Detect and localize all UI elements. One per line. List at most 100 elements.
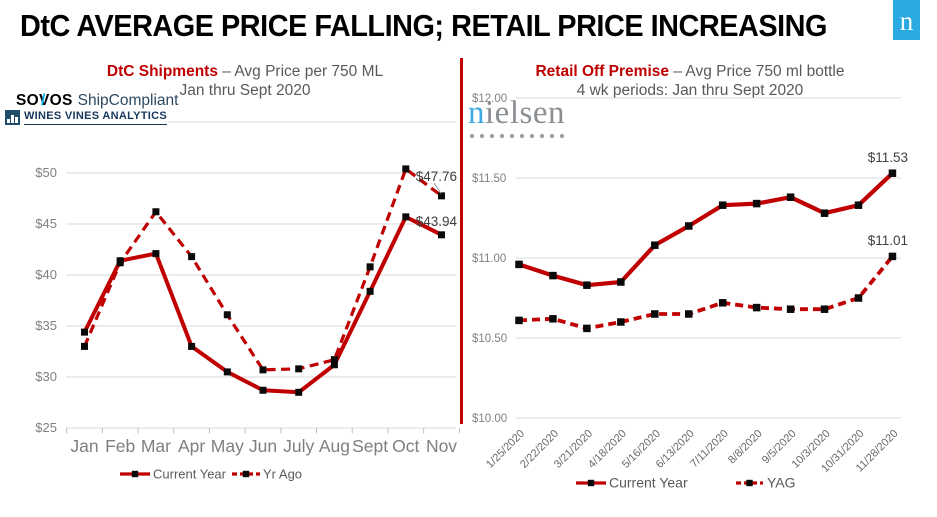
x-axis-label: Jun — [249, 436, 277, 456]
series-marker — [820, 209, 829, 217]
series-marker — [152, 250, 160, 258]
legend-label: Yr Ago — [263, 467, 302, 482]
series-line-current-year — [82, 214, 443, 395]
series-marker — [515, 260, 523, 269]
series-marker — [549, 271, 557, 280]
panel-divider — [460, 58, 463, 424]
series-marker — [330, 356, 338, 364]
sovos-shipcompliant-logo: SOVOSShipCompliant — [16, 92, 178, 110]
bar-chart-icon — [5, 110, 20, 125]
series-marker — [81, 342, 88, 350]
y-axis-label: $45 — [35, 216, 57, 231]
x-axis-label: Sept — [352, 436, 388, 456]
series-marker — [888, 169, 897, 177]
y-axis-label: $35 — [35, 318, 57, 333]
x-axis-label: Jan — [70, 436, 98, 456]
series-marker — [752, 303, 761, 312]
series-marker — [438, 192, 445, 200]
y-axis-label: $11.00 — [472, 253, 506, 265]
left-chart-header: DtC Shipments – Avg Price per 750 ML Jan… — [45, 62, 445, 100]
right-chart-subtitle: 4 wk periods: Jan thru Sept 2020 — [576, 82, 804, 99]
x-axis-label: May — [211, 436, 244, 456]
series-marker — [402, 213, 410, 221]
series-marker — [651, 241, 659, 249]
series-marker — [617, 278, 625, 286]
nielsen-dots-icon — [468, 134, 565, 138]
data-label-leader — [433, 182, 442, 194]
page-title: DtC AVERAGE PRICE FALLING; RETAIL PRICE … — [20, 8, 827, 43]
y-axis-label: $12.00 — [472, 93, 507, 105]
series-marker — [888, 252, 897, 261]
series-marker — [116, 257, 124, 265]
series-line-current-year — [518, 171, 894, 288]
y-axis-label: $30 — [35, 369, 57, 384]
data-label: $43.94 — [416, 214, 458, 229]
series-marker — [752, 199, 761, 208]
series-marker — [188, 342, 196, 350]
data-label: $47.76 — [416, 169, 457, 184]
legend-label: Current Year — [609, 475, 688, 491]
wines-vines-analytics-logo: WINES VINES ANALYTICS — [5, 110, 168, 125]
series-marker — [223, 368, 231, 376]
nielsen-logo: nielsen — [468, 97, 565, 138]
series-marker — [81, 328, 88, 336]
series-marker — [786, 305, 795, 313]
series-line-yag — [518, 255, 894, 331]
data-label: $11.53 — [868, 150, 908, 165]
series-marker — [152, 208, 160, 216]
x-axis-label: Aug — [319, 436, 350, 456]
nielsen-n-badge-icon: n — [893, 0, 920, 40]
right-chart-title: Retail Off Premise – Avg Price 750 ml bo… — [535, 63, 845, 80]
badge-letter: n — [899, 6, 914, 36]
series-marker — [820, 305, 829, 313]
x-axis-label: Mar — [141, 436, 171, 456]
y-axis-label: $11.50 — [472, 173, 506, 185]
series-marker — [583, 281, 591, 289]
left-chart-title: DtC Shipments – Avg Price per 750 ML — [106, 63, 384, 80]
y-axis-label: $50 — [35, 165, 57, 180]
x-axis-label: Oct — [392, 436, 419, 456]
x-axis-label: Feb — [105, 436, 135, 456]
sovos-v-slash-icon: V — [39, 92, 50, 110]
data-label: $11.01 — [868, 233, 908, 248]
y-axis-label: $10.00 — [472, 413, 507, 425]
series-marker — [718, 201, 727, 209]
wines-vines-analytics-wordmark: WINES VINES ANALYTICS — [24, 110, 168, 125]
nielsen-wordmark: nielsen — [468, 95, 565, 131]
series-marker — [685, 222, 693, 230]
legend-marker — [242, 470, 250, 478]
legend-marker — [587, 479, 595, 487]
x-axis-label: July — [283, 436, 314, 456]
series-marker — [259, 366, 267, 374]
legend-label: YAG — [767, 475, 796, 491]
series-line-yr-ago — [83, 167, 443, 372]
series-marker — [188, 253, 196, 261]
legend-marker — [131, 470, 139, 478]
y-axis-label: $25 — [35, 420, 57, 435]
legend-marker — [746, 479, 753, 487]
series-marker — [366, 287, 374, 295]
right-chart-header: Retail Off Premise – Avg Price 750 ml bo… — [490, 62, 890, 100]
shipcompliant-wordmark: ShipCompliant — [77, 92, 179, 109]
series-marker — [223, 311, 231, 319]
series-marker — [651, 310, 659, 318]
series-marker — [718, 299, 727, 307]
series-marker — [854, 201, 863, 209]
series-marker — [685, 310, 693, 318]
y-axis-label: $10.50 — [472, 333, 507, 345]
x-axis-label: Nov — [426, 436, 457, 456]
x-axis-label: 8/8/2020 — [726, 428, 765, 467]
series-marker — [366, 263, 374, 271]
x-axis-label: Apr — [178, 436, 205, 456]
series-marker — [259, 386, 267, 394]
legend-label: Current Year — [153, 467, 227, 482]
series-marker — [854, 294, 863, 302]
series-marker — [295, 388, 303, 396]
series-marker — [617, 318, 625, 326]
left-chart-subtitle: Jan thru Sept 2020 — [179, 82, 311, 99]
series-marker — [515, 316, 523, 325]
series-marker — [438, 231, 445, 239]
series-marker — [330, 361, 338, 369]
series-marker — [786, 193, 795, 201]
